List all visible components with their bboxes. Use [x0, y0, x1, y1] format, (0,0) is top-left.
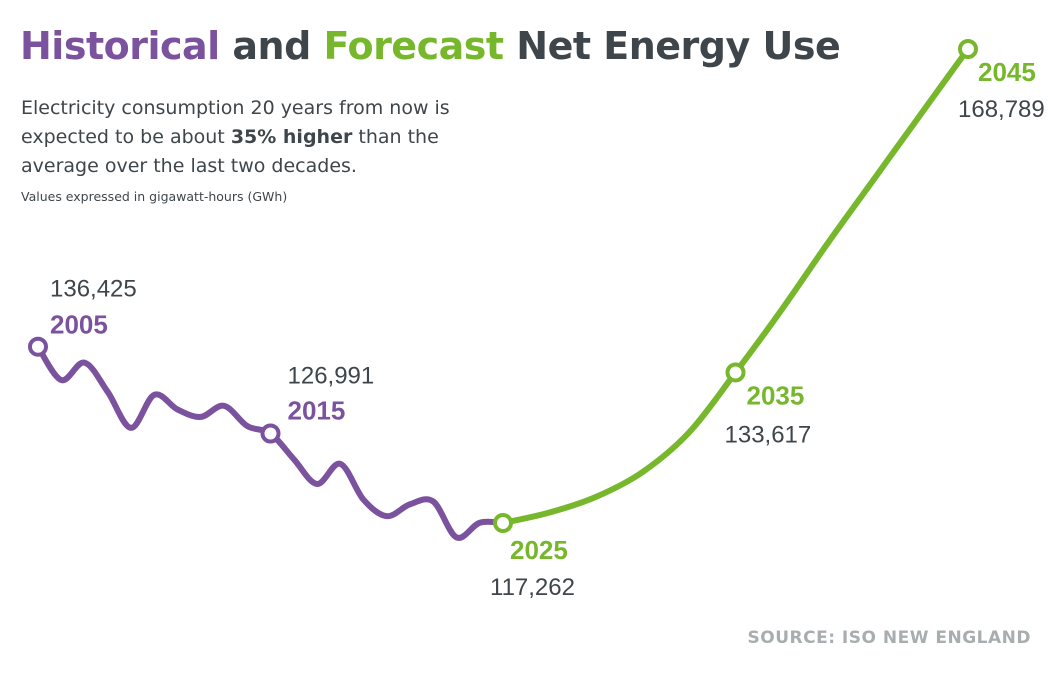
value-label-2025: 117,262: [490, 574, 575, 601]
year-label-2045: 2045: [978, 57, 1036, 87]
subtitle-after: than the average over the last two decad…: [21, 126, 439, 177]
title-historical: Historical: [20, 24, 220, 68]
chart-title: Historical and Forecast Net Energy Use: [20, 24, 841, 68]
subtitle-before: Electricity consumption 20 years from no…: [21, 97, 450, 148]
subtitle-highlight: 35% higher: [230, 126, 353, 148]
series-markers: [28, 39, 978, 533]
marker-2025: [493, 513, 513, 533]
year-label-2015: 2015: [288, 396, 346, 426]
series-lines: [35, 46, 971, 541]
year-label-2025: 2025: [510, 535, 568, 565]
source-note: SOURCE: ISO NEW ENGLAND: [747, 628, 1031, 648]
value-label-2015: 126,991: [288, 363, 375, 390]
title-forecast: Forecast: [323, 24, 505, 68]
marker-2045: [958, 39, 978, 59]
marker-labels: 2005 136,425 2015 126,991 2025 117,262 2035 133…: [50, 57, 1045, 601]
title-and: and: [219, 24, 324, 68]
value-label-2035: 133,617: [725, 422, 812, 449]
marker-2015: [260, 423, 281, 444]
units-note: Values expressed in gigawatt-hours (GWh): [21, 189, 288, 204]
year-label-2035: 2035: [747, 381, 805, 411]
title-rest: Net Energy Use: [503, 24, 841, 68]
value-label-2045: 168,789: [958, 96, 1045, 123]
chart-subtitle: Electricity consumption 20 years from no…: [21, 94, 481, 181]
value-label-2005: 136,425: [50, 276, 137, 303]
year-label-2005: 2005: [50, 310, 108, 340]
series-line-forecast: [500, 46, 971, 526]
marker-2005: [28, 336, 48, 357]
marker-2035: [725, 362, 746, 383]
